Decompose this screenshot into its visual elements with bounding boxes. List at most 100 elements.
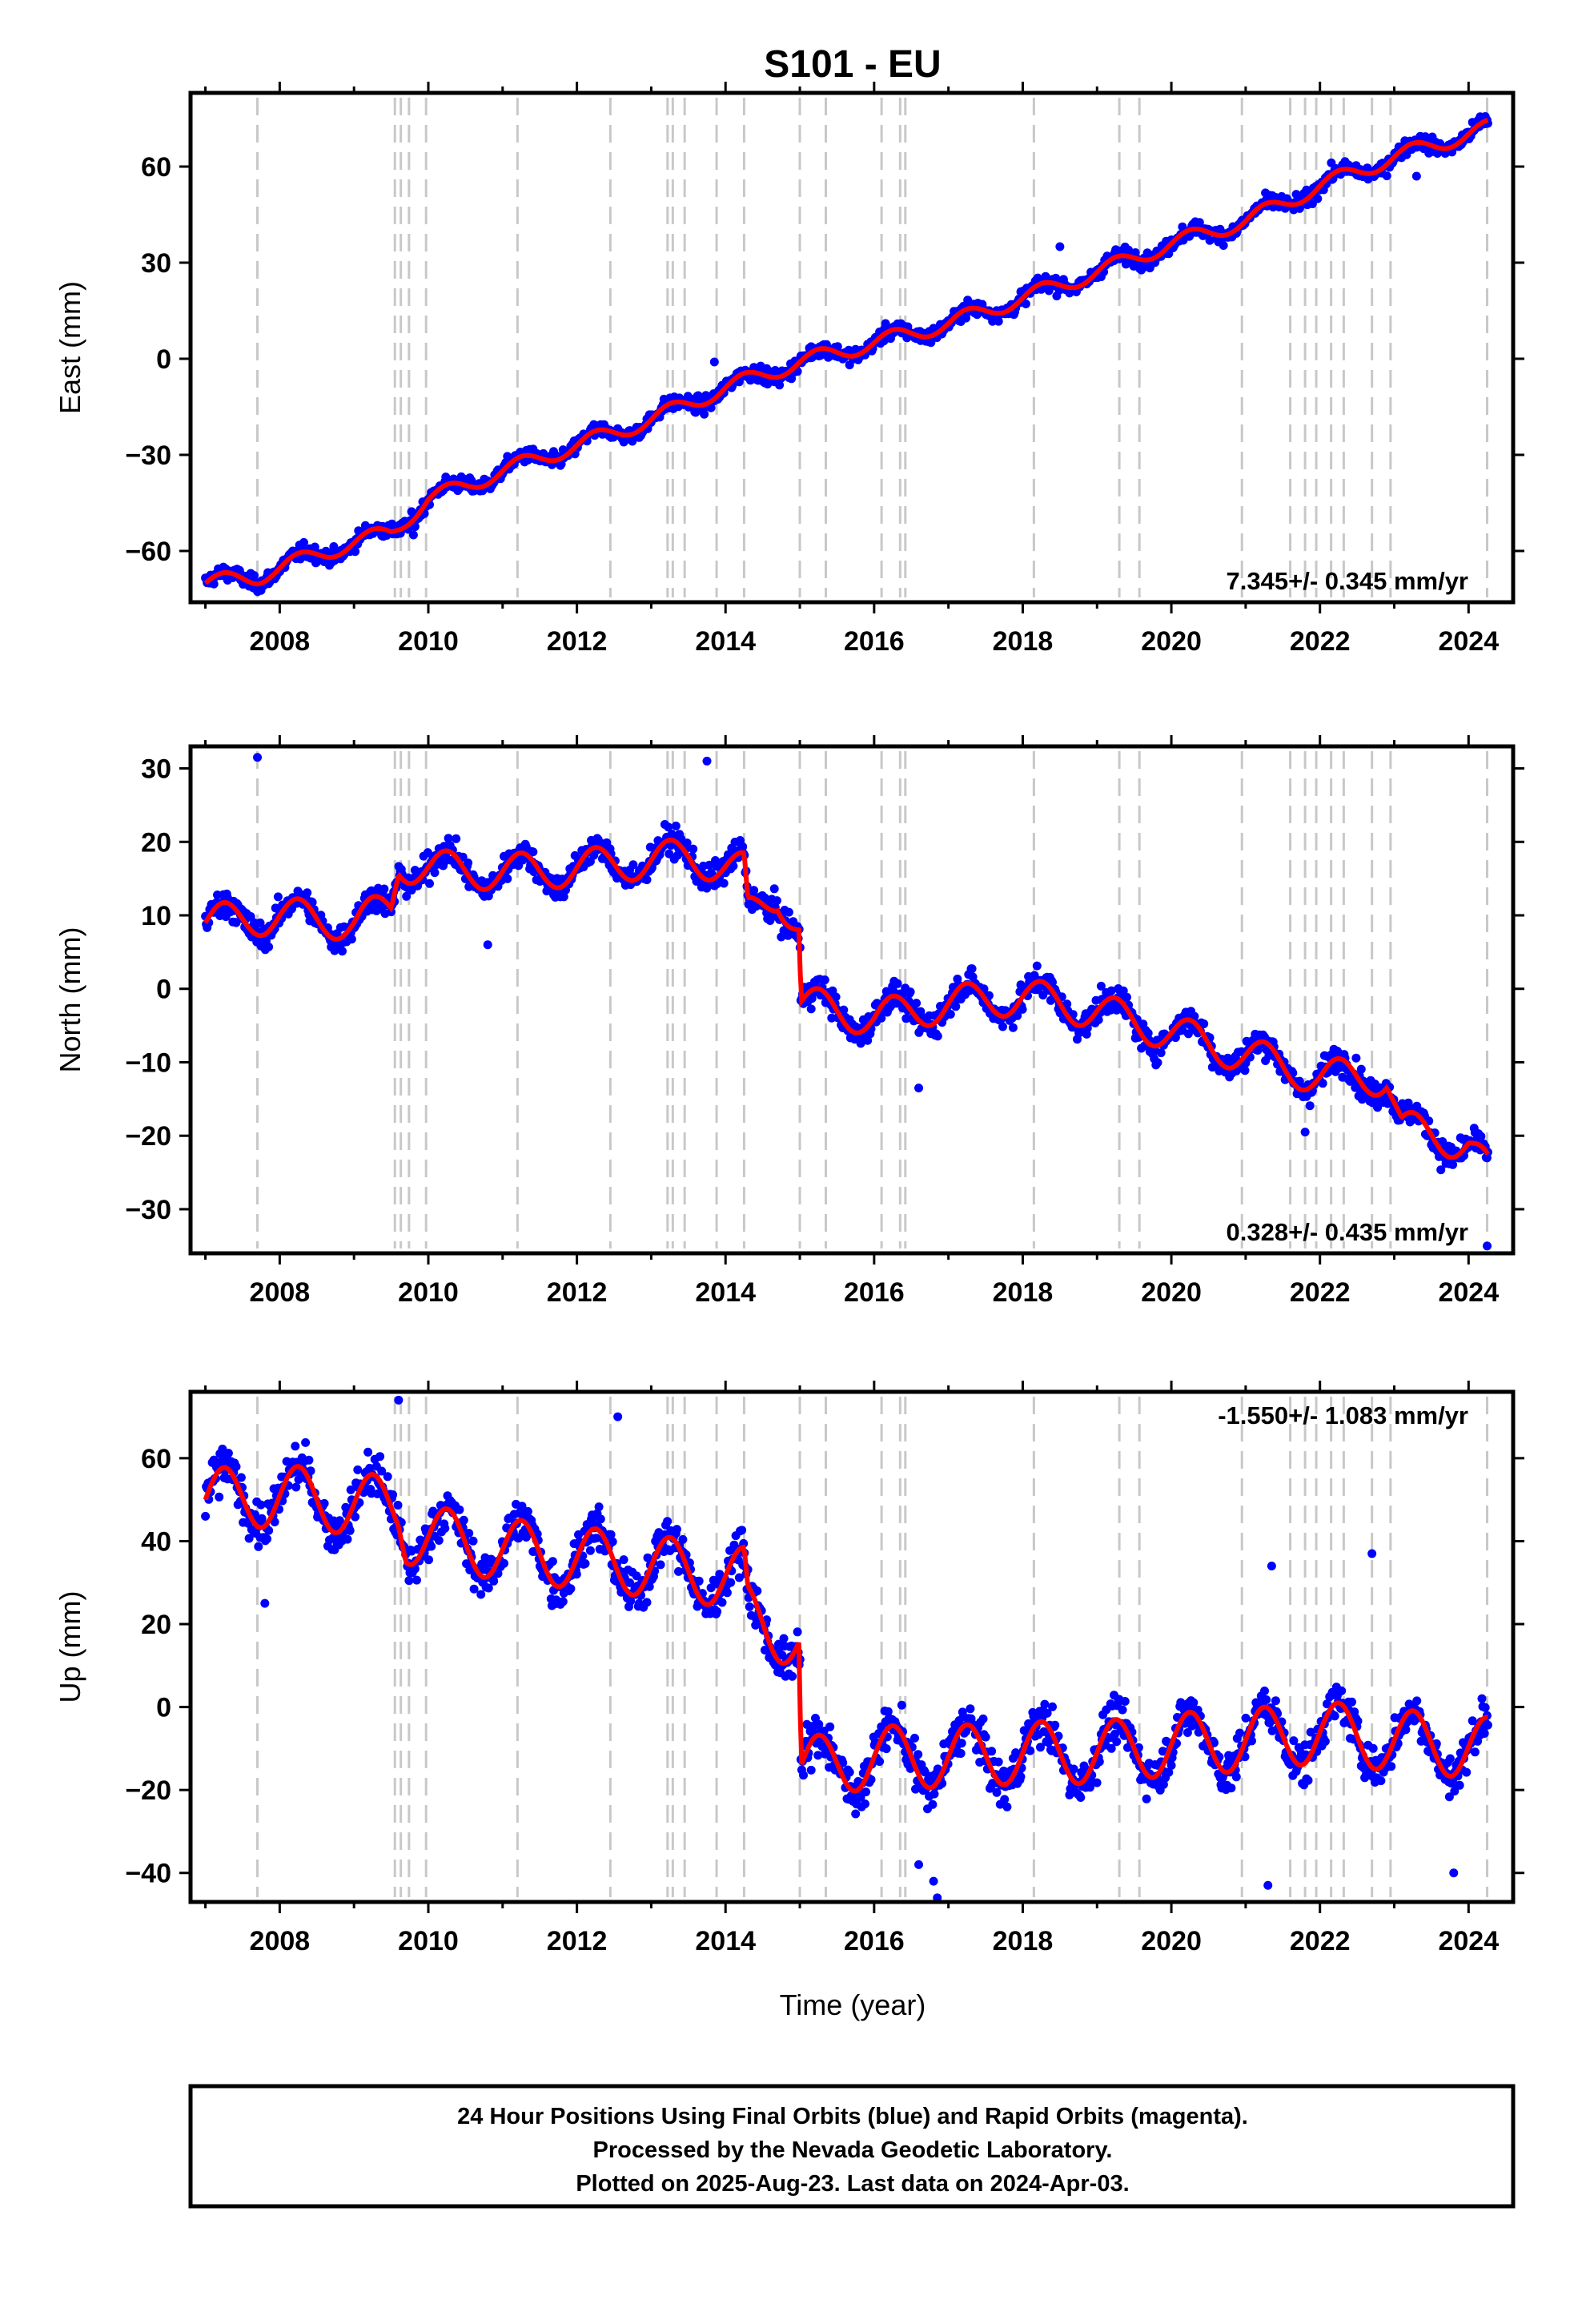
data-point — [363, 1447, 373, 1457]
data-point — [1351, 1053, 1361, 1063]
data-point — [1016, 1772, 1026, 1782]
figure-title: S101 - EU — [764, 43, 941, 86]
data-point — [1240, 1752, 1250, 1762]
data-point — [223, 1449, 233, 1458]
data-point — [379, 884, 389, 894]
data-point — [861, 1787, 870, 1797]
data-point — [1468, 1716, 1477, 1726]
data-point — [1455, 1780, 1464, 1790]
data-point — [1262, 1695, 1271, 1704]
x-tick-label: 2008 — [250, 1926, 311, 1956]
data-point — [1477, 1694, 1487, 1703]
data-point — [215, 1492, 224, 1502]
data-point — [967, 964, 977, 974]
data-point — [1205, 235, 1215, 245]
data-point — [1305, 1101, 1315, 1111]
data-point — [1048, 1702, 1057, 1711]
data-point — [1026, 1746, 1035, 1755]
data-point — [1036, 1743, 1045, 1752]
data-point — [831, 992, 841, 1002]
data-point — [806, 1004, 816, 1014]
data-point — [1401, 1725, 1411, 1735]
outlier-point-3 — [408, 530, 418, 540]
data-point — [642, 1598, 652, 1607]
data-point — [424, 1555, 433, 1565]
data-point — [1323, 1699, 1331, 1709]
data-point — [745, 1602, 754, 1611]
up-rate-label: -1.550+/- 1.083 mm/yr — [1218, 1401, 1468, 1429]
data-point — [656, 1560, 665, 1570]
data-point — [353, 1465, 363, 1474]
y-tick-label: −40 — [125, 1859, 171, 1889]
data-point — [375, 1452, 385, 1462]
outlier-point-7 — [1263, 1880, 1273, 1890]
panel-north: 2008 2010 2012 2014 2016 2018 2020 2022 2024−30−… — [54, 735, 1524, 1308]
data-point — [517, 1502, 527, 1511]
data-point — [335, 1516, 344, 1526]
data-point — [459, 1515, 468, 1525]
data-point — [881, 1744, 891, 1754]
y-tick-label: 0 — [156, 975, 171, 1005]
data-point — [236, 1473, 246, 1482]
up-frame — [188, 1389, 1516, 1904]
data-point — [254, 1542, 263, 1551]
x-tick-label: 2012 — [547, 1926, 608, 1956]
data-point — [558, 1597, 568, 1606]
data-point — [788, 1671, 797, 1681]
outlier-point-6 — [1483, 1241, 1492, 1251]
data-point — [201, 1511, 211, 1521]
data-point — [351, 547, 360, 557]
data-point — [1106, 1743, 1116, 1753]
data-point — [705, 860, 714, 870]
footer-box — [188, 2084, 1516, 2209]
data-point — [1120, 1697, 1130, 1706]
x-tick-label: 2024 — [1438, 626, 1499, 657]
data-point — [734, 1573, 744, 1582]
north-y-axis-label: North (mm) — [54, 927, 86, 1073]
data-point — [644, 1582, 654, 1591]
y-tick-label: 40 — [141, 1526, 171, 1557]
data-point — [1291, 190, 1301, 199]
data-point — [484, 1583, 493, 1593]
data-point — [1038, 991, 1048, 1000]
data-point — [585, 1546, 595, 1555]
data-point — [1318, 1079, 1327, 1088]
data-point — [998, 1022, 1007, 1031]
data-point — [528, 847, 538, 857]
data-point — [1347, 1697, 1356, 1707]
x-tick-label: 2008 — [250, 626, 311, 657]
y-tick-label: 60 — [141, 152, 171, 183]
data-point — [814, 1719, 824, 1729]
footer-line-2: Processed by the Nevada Geodetic Laborat… — [593, 2137, 1113, 2163]
data-point — [1337, 1686, 1347, 1695]
data-point — [1436, 1165, 1446, 1175]
data-point — [664, 822, 673, 832]
x-tick-label: 2020 — [1141, 1277, 1202, 1308]
data-point — [434, 1536, 444, 1545]
data-point — [1182, 1728, 1192, 1737]
data-point — [1480, 1729, 1489, 1738]
data-point — [1476, 1132, 1486, 1141]
data-point — [469, 1584, 479, 1594]
data-point — [452, 834, 461, 843]
data-point — [784, 907, 793, 917]
outlier-point-4 — [914, 1860, 924, 1869]
data-point — [956, 1749, 966, 1758]
data-point — [682, 838, 692, 848]
data-point — [897, 1700, 906, 1710]
data-point — [1448, 1160, 1458, 1169]
data-point — [270, 1518, 279, 1526]
data-point — [412, 1575, 421, 1585]
data-point — [231, 918, 241, 927]
north-model-curve — [203, 837, 1490, 1160]
outlier-point-1 — [260, 1598, 270, 1608]
data-point — [910, 1733, 919, 1743]
x-tick-label: 2016 — [844, 1926, 905, 1956]
x-tick-label: 2010 — [398, 1926, 459, 1956]
data-point — [291, 1482, 301, 1492]
data-point — [264, 942, 274, 951]
data-point — [301, 1437, 311, 1447]
data-point — [845, 1767, 854, 1777]
data-point — [994, 1757, 1003, 1767]
